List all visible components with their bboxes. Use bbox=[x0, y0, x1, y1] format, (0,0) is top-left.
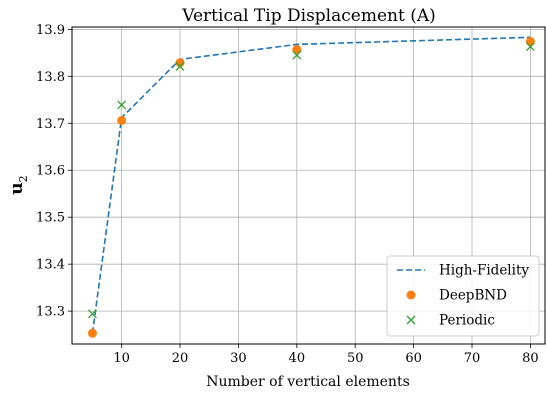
data-point-periodic bbox=[292, 50, 302, 60]
data-point-deepbnd bbox=[87, 328, 97, 338]
y-axis-label-sub: 2 bbox=[17, 175, 30, 182]
plot-area bbox=[87, 36, 535, 338]
data-point-periodic bbox=[87, 309, 97, 319]
legend-swatch-deepbnd bbox=[406, 290, 416, 300]
y-axis-label: u2 bbox=[7, 175, 30, 194]
x-tick-label: 70 bbox=[464, 351, 481, 366]
x-tick-label: 50 bbox=[347, 351, 364, 366]
x-tick-label: 80 bbox=[522, 351, 539, 366]
y-tick-label: 13.7 bbox=[36, 117, 65, 132]
y-tick-label: 13.9 bbox=[36, 23, 65, 38]
legend-label-high-fidelity: High-Fidelity bbox=[439, 263, 529, 279]
y-tick-label: 13.6 bbox=[36, 164, 65, 179]
x-tick-label: 30 bbox=[230, 351, 247, 366]
y-tick-label: 13.8 bbox=[36, 70, 65, 85]
data-point-periodic bbox=[525, 42, 535, 52]
x-axis-ticks: 10 20 30 40 50 60 70 80 bbox=[113, 344, 539, 366]
x-tick-label: 20 bbox=[172, 351, 189, 366]
legend-swatch-periodic bbox=[406, 315, 416, 325]
y-tick-label: 13.3 bbox=[36, 305, 65, 320]
x-tick-label: 40 bbox=[289, 351, 306, 366]
y-axis-label-main: u bbox=[7, 182, 27, 194]
data-point-deepbnd bbox=[117, 115, 127, 125]
legend-label-periodic: Periodic bbox=[439, 313, 495, 329]
y-tick-label: 13.4 bbox=[36, 258, 65, 273]
legend-box bbox=[386, 255, 540, 337]
grid bbox=[72, 27, 545, 344]
x-axis-label: Number of vertical elements bbox=[206, 374, 410, 390]
legend-label-deepbnd: DeepBND bbox=[439, 288, 507, 304]
data-point-periodic bbox=[117, 100, 127, 110]
plot-frame bbox=[71, 26, 546, 345]
data-point-periodic bbox=[175, 61, 185, 71]
y-tick-label: 13.5 bbox=[36, 211, 65, 226]
data-point-deepbnd bbox=[525, 37, 535, 47]
data-point-deepbnd bbox=[292, 45, 302, 55]
x-tick-label: 60 bbox=[405, 351, 422, 366]
y-axis-ticks: 13.3 13.4 13.5 13.6 13.7 13.8 13.9 bbox=[36, 23, 72, 320]
chart-title: Vertical Tip Displacement (A) bbox=[181, 6, 435, 26]
x-tick-label: 10 bbox=[113, 351, 130, 366]
legend: High-Fidelity DeepBND Periodic bbox=[386, 255, 540, 337]
